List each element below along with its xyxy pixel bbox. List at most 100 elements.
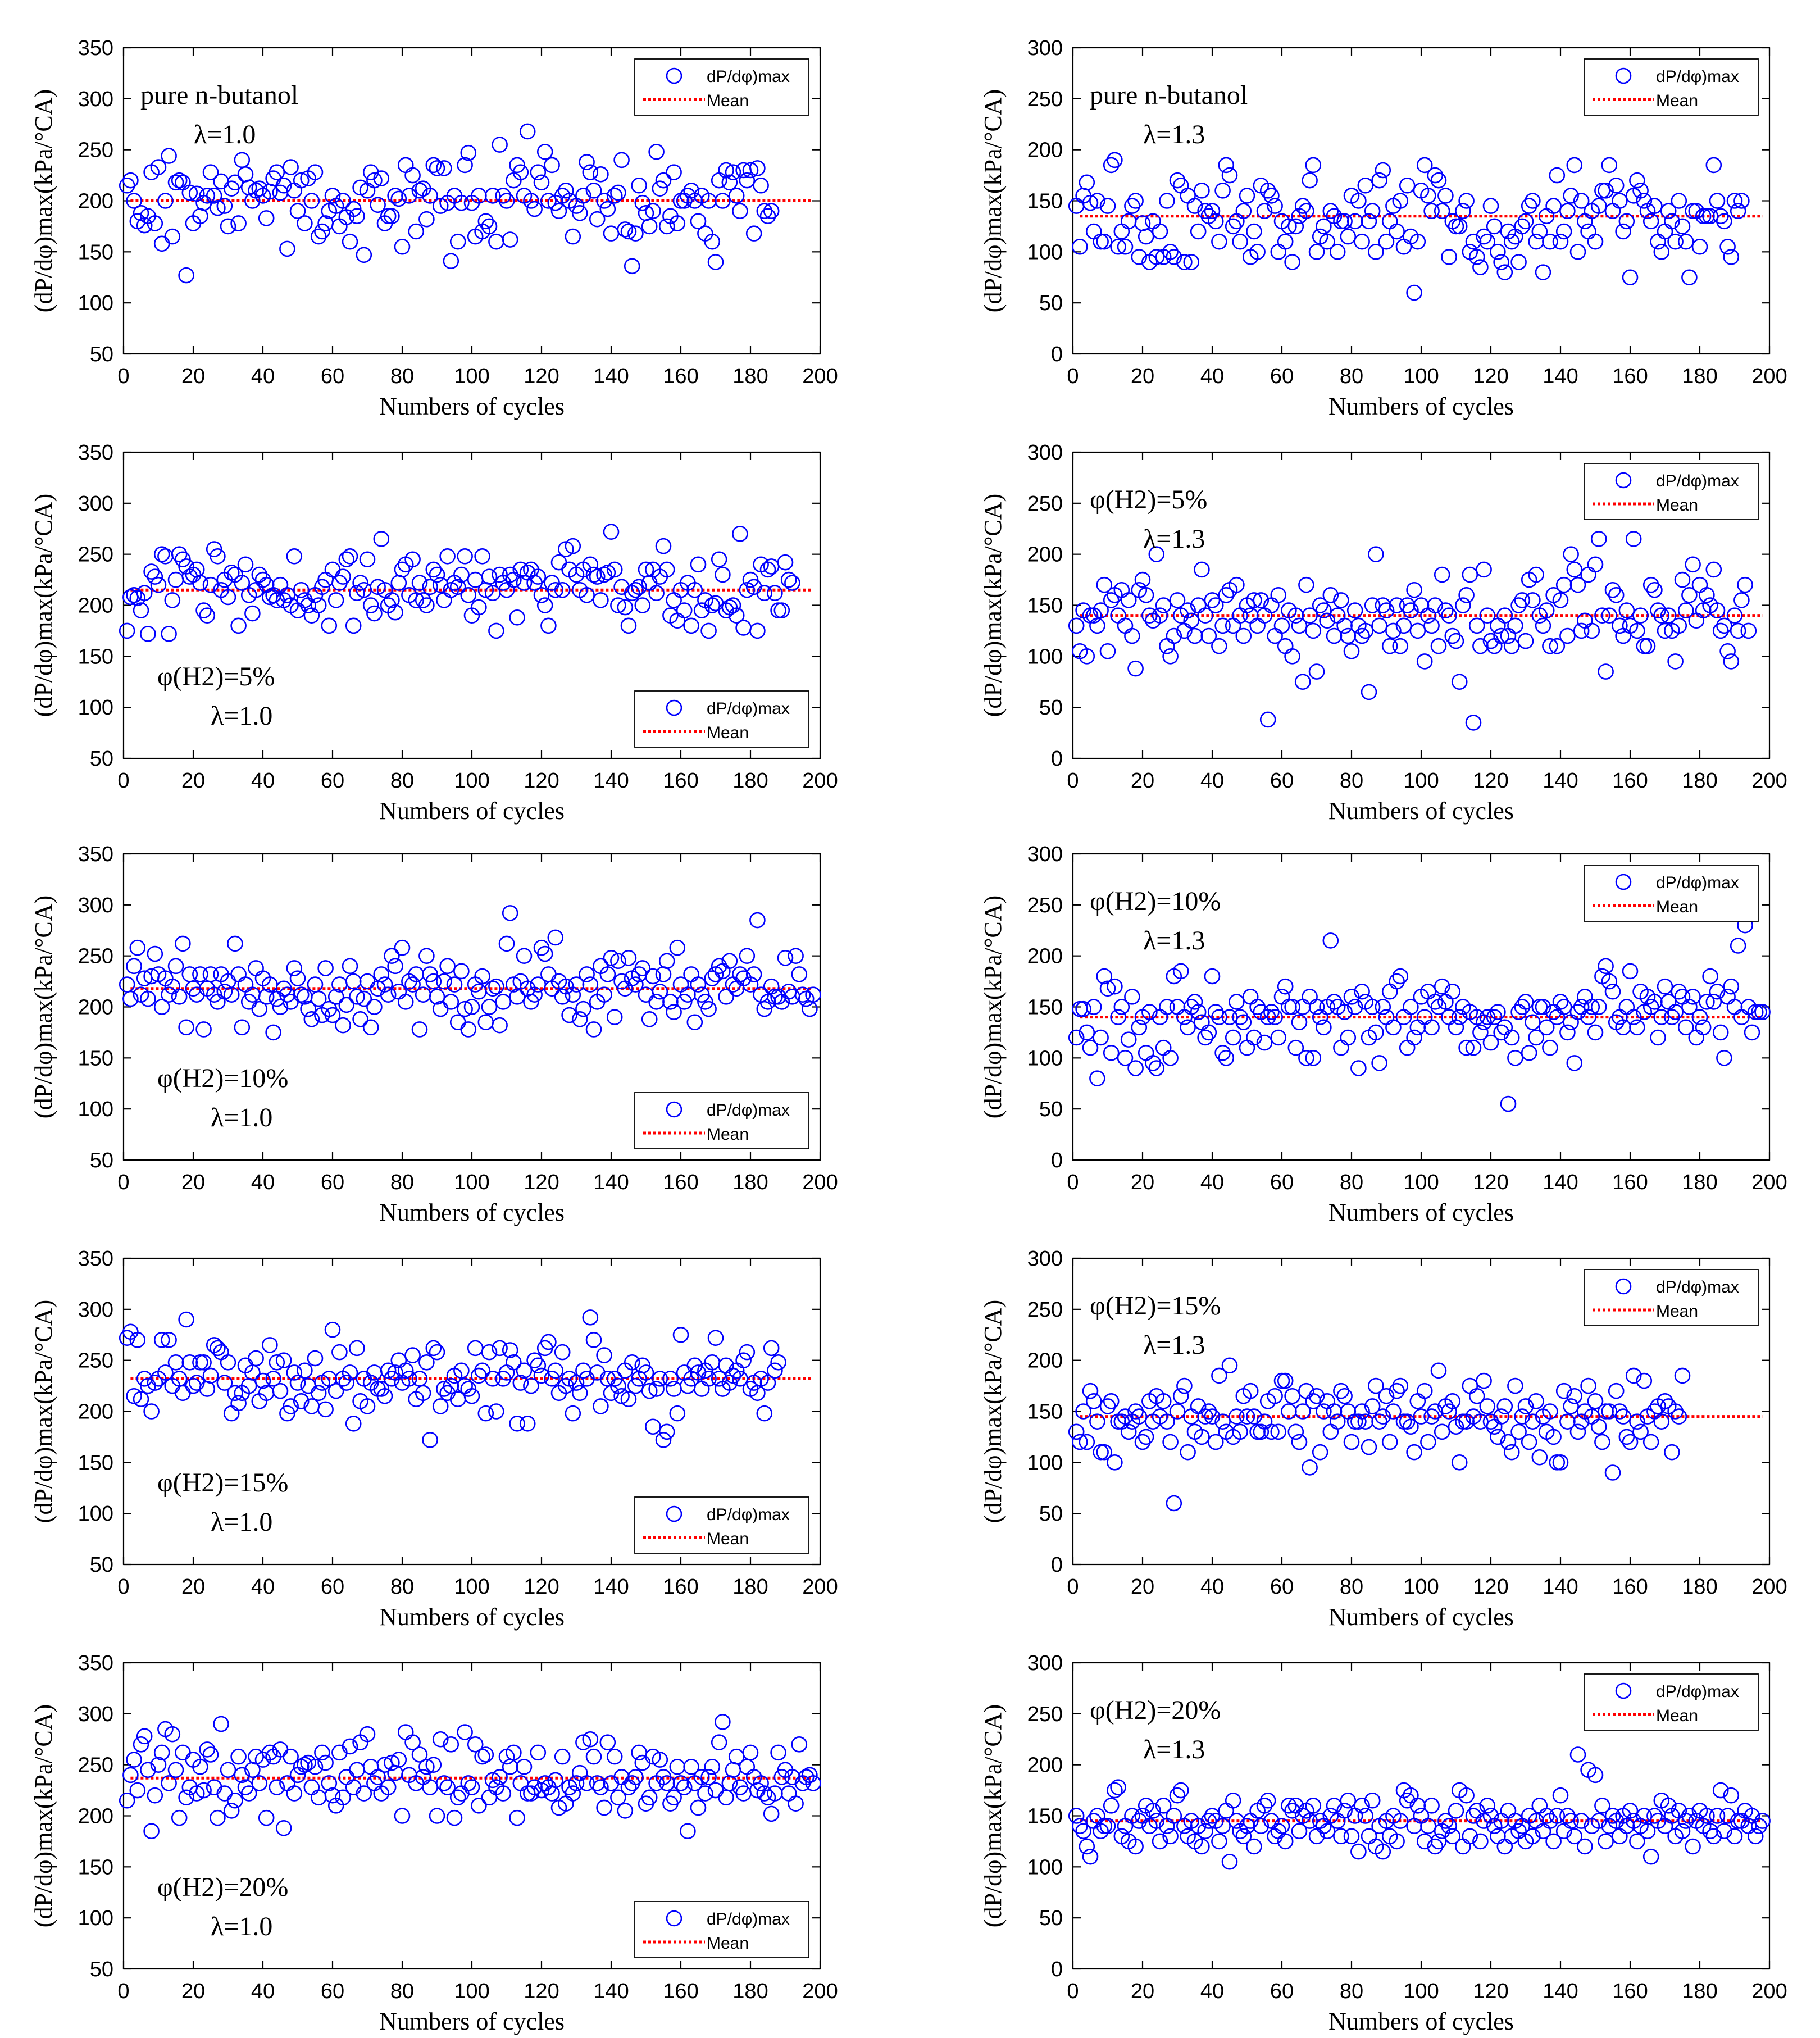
data-point [554,1748,571,1765]
data-point [1103,157,1120,174]
data-point [1671,1408,1687,1425]
data-point [373,966,390,982]
data-point [1712,1782,1729,1799]
data-point [167,958,184,975]
data-point [1072,1434,1088,1450]
data-point [788,948,804,964]
data-point [1664,1009,1680,1025]
chart-panel-p1: 0 20 40 60 80 100 120 140 160 180 2005010015020025… [30,37,838,420]
data-point [1406,1029,1422,1046]
data-point [561,1007,577,1023]
x-tick-label: 120 [524,1980,559,2003]
x-tick-label: 20 [181,769,205,793]
data-point [1103,592,1120,608]
data-point [638,986,654,1003]
data-point [223,986,240,1003]
data-point [237,556,254,573]
data-point [1225,1029,1241,1046]
data-point [1389,597,1405,613]
data-point [707,966,724,982]
data-point [1103,1393,1120,1409]
data-point [1194,183,1210,199]
data-point [1267,198,1283,214]
data-point [506,1744,522,1761]
data-point [1451,674,1468,690]
legend-box [1584,58,1759,116]
data-point [349,1340,365,1357]
data-point [1462,1828,1478,1845]
x-tick-label: 40 [251,769,275,793]
data-point [1587,233,1604,250]
data-point [585,1332,602,1348]
data-point [1642,1848,1659,1865]
data-point [770,1354,786,1371]
legend-label-mean: Mean [1656,92,1698,110]
data-point [1482,1413,1499,1430]
data-point [471,599,487,616]
data-point [1580,566,1596,583]
data-point [1531,1449,1548,1466]
data-point [1267,1388,1283,1404]
data-point [1155,1039,1172,1056]
data-point [1476,1372,1492,1389]
data-point [645,1748,661,1765]
data-point [690,556,707,573]
annotation-line-1: φ(H2)=10% [157,1063,288,1093]
data-point [669,1405,686,1422]
chart-panel-p3: 0 20 40 60 80 100 120 140 160 180 2005010015020025… [30,441,838,825]
data-point [603,950,620,966]
data-point [279,587,295,603]
data-point [477,1746,494,1763]
data-point [1584,999,1600,1015]
data-point [126,587,142,603]
y-axis-label: (dP/dφ)max(kPa/°CA) [30,494,57,717]
data-point [272,999,289,1015]
data-point [1138,1429,1154,1445]
data-point [1120,213,1137,230]
data-point [554,581,571,598]
data-point [1218,157,1235,174]
data-point [1364,1792,1381,1809]
data-point [1503,638,1520,654]
data-point [655,1432,672,1448]
data-point [394,1808,411,1824]
legend-label-points: dP/dφ)max [1656,67,1739,86]
x-tick-label: 0 [117,365,129,388]
data-point [136,1728,153,1745]
data-point [213,173,229,190]
data-point [683,1759,699,1775]
data-point [1312,1444,1328,1461]
data-point [506,571,522,588]
data-point [1716,213,1732,230]
data-point [481,568,498,585]
data-point [1472,1413,1489,1430]
data-point [1287,218,1304,235]
data-point [683,183,699,199]
data-point [161,626,177,642]
data-point [502,1342,518,1358]
y-tick-label: 300 [78,88,113,111]
data-point [753,177,769,194]
data-point [1364,597,1381,613]
data-point [147,1787,163,1804]
data-point [327,592,344,608]
data-point [1444,1393,1461,1409]
y-tick-label: 150 [1027,996,1063,1020]
data-point [669,939,686,956]
data-point [544,157,560,174]
data-point [397,1362,414,1379]
data-point [1326,994,1343,1010]
data-point [404,167,421,184]
data-point [1079,1434,1095,1450]
data-point [526,986,543,1003]
data-point [425,973,442,990]
data-point [307,1759,324,1775]
data-point [756,1000,773,1017]
data-point [1204,592,1221,608]
x-axis-label: Numbers of cycles [1328,1199,1514,1226]
data-point [429,1344,445,1361]
data-point [1176,254,1193,270]
data-point [129,939,146,956]
